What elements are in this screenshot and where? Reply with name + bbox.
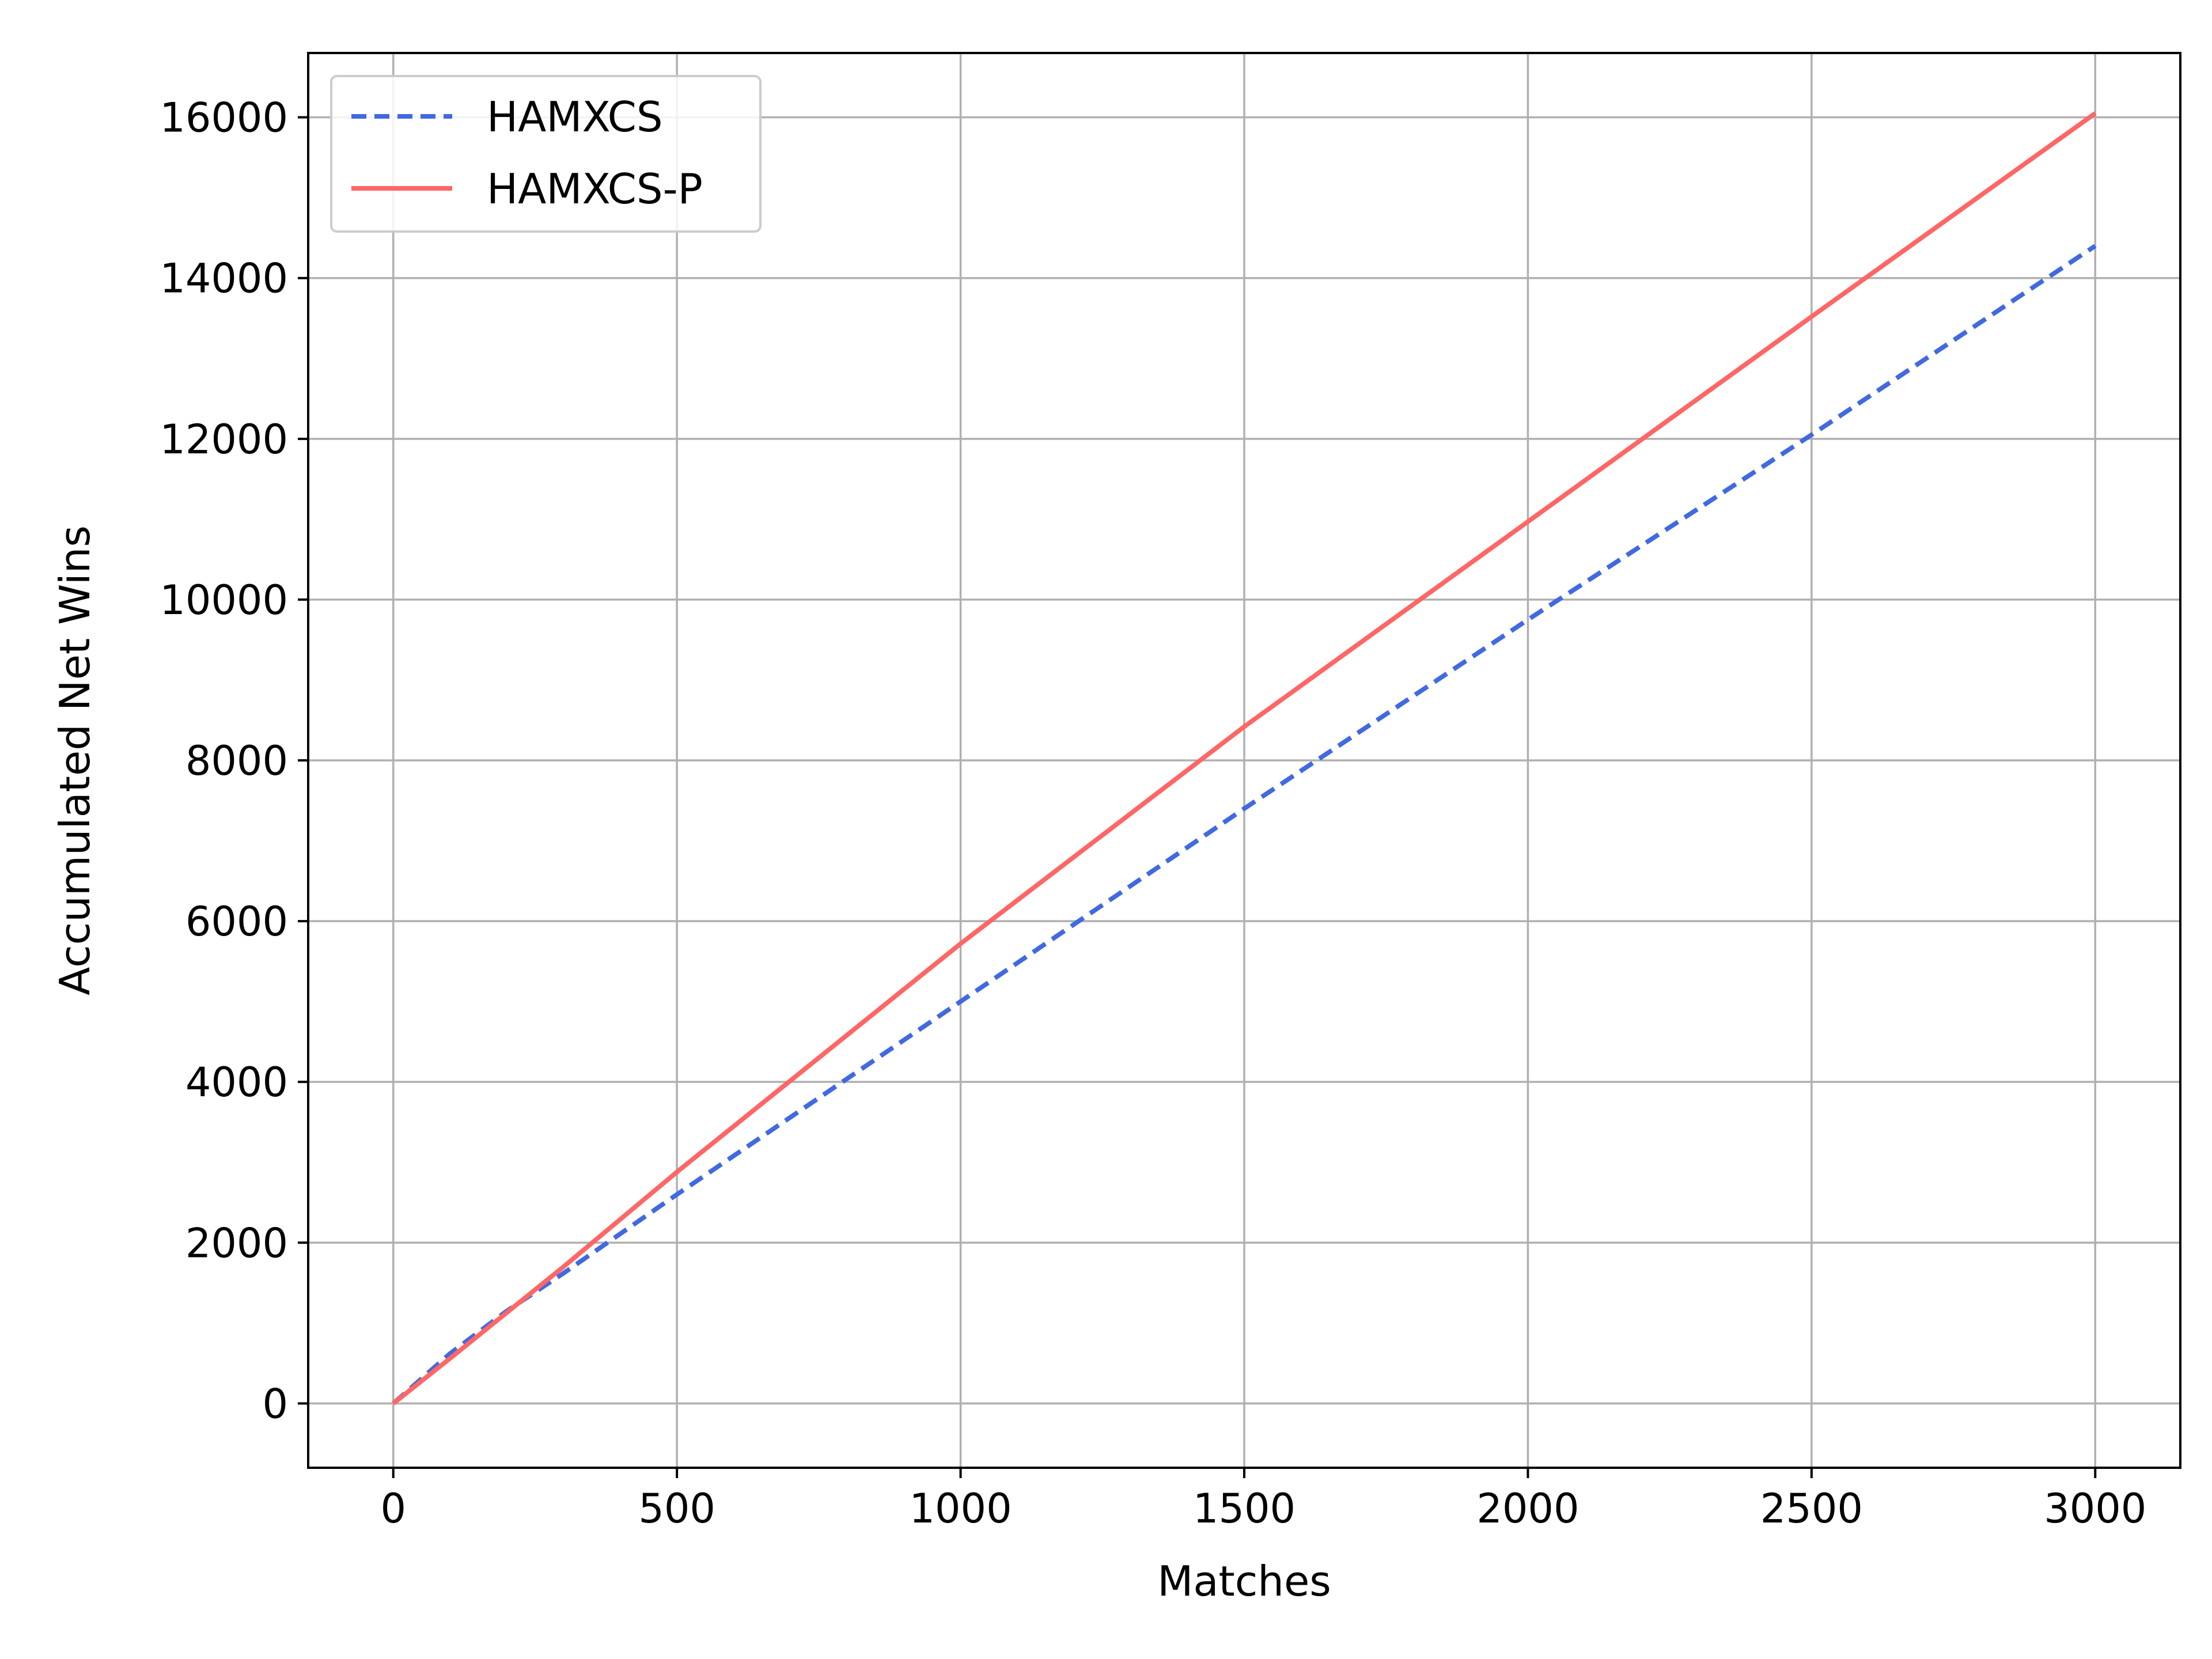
x-tick-label: 1500: [1193, 1485, 1296, 1532]
series-line-1: [392, 111, 2097, 1406]
x-tick-label: 3000: [2044, 1485, 2146, 1532]
y-tick-label: 8000: [185, 737, 288, 785]
x-tick-label: 2000: [1476, 1485, 1579, 1532]
y-tick-label: 6000: [185, 898, 288, 945]
y-tick-label: 10000: [160, 577, 288, 624]
grid-lines: [308, 53, 2180, 1468]
x-tick-label: 2500: [1760, 1485, 1863, 1532]
plot-series: [392, 111, 2097, 1406]
legend-box: [330, 75, 762, 233]
axis-ticks: 0 500 1000 1500 2000 2500 3000 0 2000 4000 6000 800…: [160, 94, 2146, 1532]
y-axis-label: Accumulated Net Wins: [51, 525, 99, 995]
y-tick-label: 0: [262, 1380, 288, 1427]
y-tick-label: 4000: [185, 1059, 288, 1106]
y-tick-label: 14000: [160, 255, 288, 302]
x-tick-label: 1000: [909, 1485, 1012, 1532]
y-tick-label: 16000: [160, 94, 288, 142]
x-tick-label: 500: [638, 1485, 715, 1532]
legend: HAMXCS HAMXCS-P: [330, 75, 762, 233]
y-tick-label: 12000: [160, 416, 288, 463]
legend-label-hamxcs: HAMXCS: [487, 93, 663, 141]
legend-label-hamxcs-p: HAMXCS-P: [487, 165, 703, 213]
x-axis-label: Matches: [1157, 1557, 1331, 1605]
x-tick-label: 0: [380, 1485, 406, 1532]
series-line-0: [392, 244, 2097, 1406]
y-tick-label: 2000: [185, 1219, 288, 1267]
